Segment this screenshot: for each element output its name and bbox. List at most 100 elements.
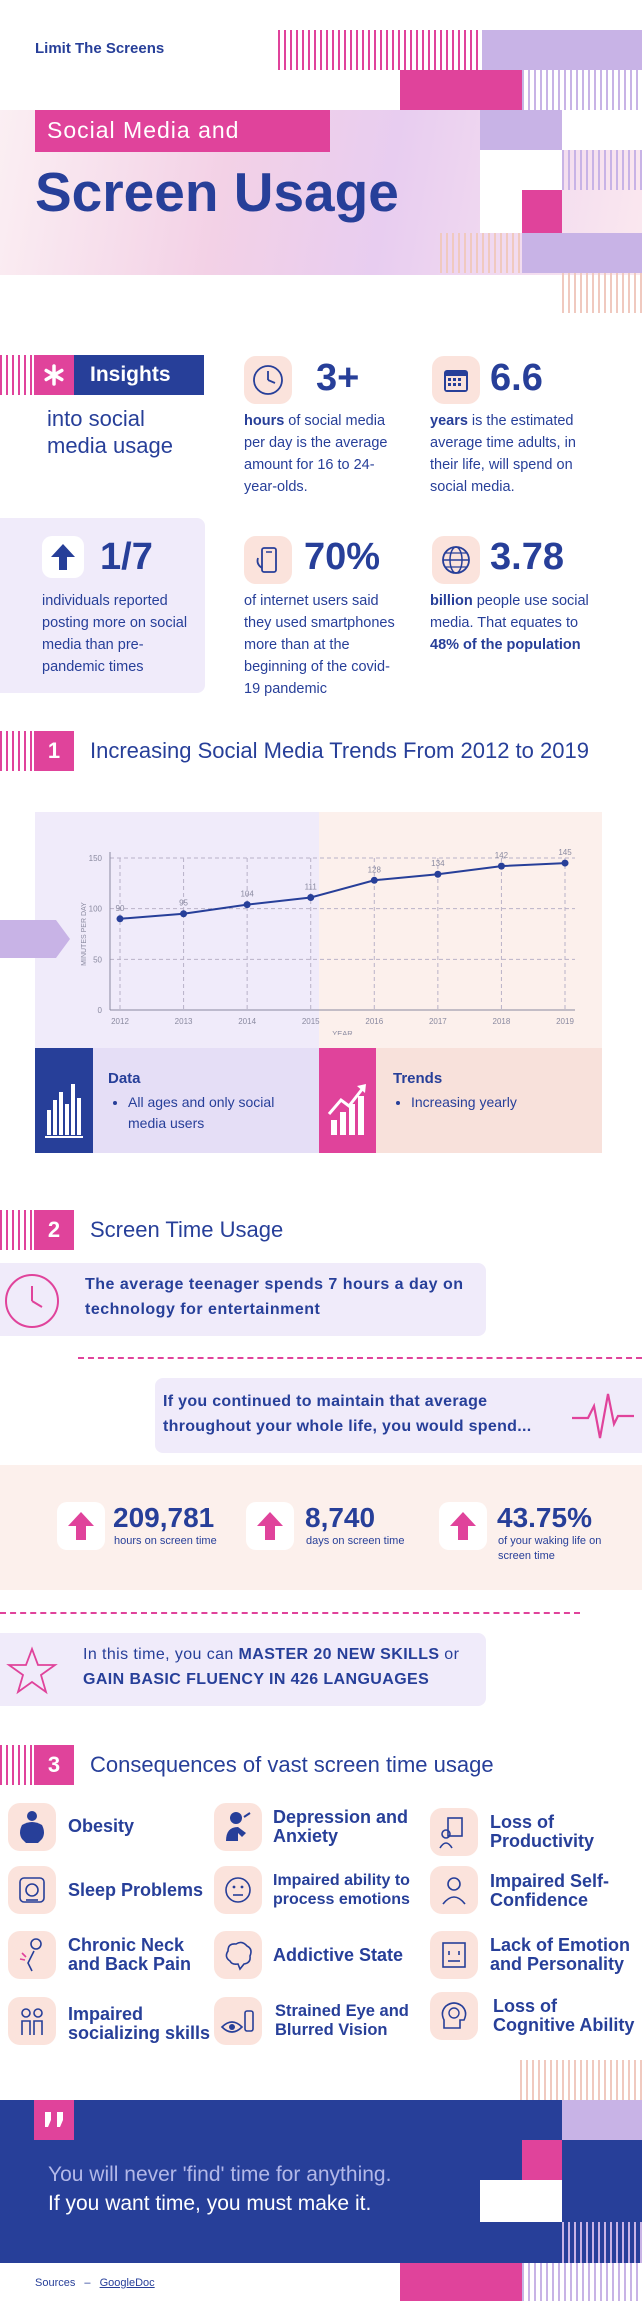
data-card-list: All ages and only social media users (128, 1092, 308, 1134)
stat-desc-text: is the estimated average time adults, in… (430, 413, 576, 495)
section-number: 1 (34, 731, 74, 771)
insights-stripes (0, 355, 34, 395)
section-title: Increasing Social Media Trends From 2012… (90, 738, 589, 763)
quote-line-1: You will never 'find' time for anything. (48, 2163, 392, 2186)
consequence-label: Impaired socializing skills (68, 2004, 211, 2043)
cognitive-icon (441, 2002, 467, 2029)
stat-icon-box (42, 536, 84, 578)
sources-text: Sources (35, 2277, 76, 2289)
deco-block (522, 233, 642, 273)
deco-stripes (562, 273, 642, 313)
consequence-label: Depression and Anxiety (273, 1807, 409, 1846)
deco-stripes (520, 2060, 642, 2100)
eye-icon (220, 2010, 254, 2033)
stat-value: 70% (304, 536, 381, 578)
brain-icon (225, 1941, 252, 1971)
clock-outline-icon (5, 1274, 59, 1328)
consequence-icon-box (430, 1808, 478, 1856)
insights-subtitle: into social media usage (47, 406, 173, 458)
deco-block (400, 2263, 522, 2301)
master-card (0, 1633, 486, 1706)
x-tick-label: 2014 (238, 1017, 256, 1026)
deco-block (480, 110, 562, 150)
trends-card-icon-box (319, 1048, 376, 1153)
star-icon (6, 1646, 58, 1695)
stat-desc-bold: hours (244, 413, 285, 429)
deco-block (562, 110, 642, 150)
page-title: Screen Usage (35, 161, 399, 223)
x-tick-label: 2012 (111, 1017, 129, 1026)
data-card-title: Data (108, 1070, 141, 1087)
sources-link[interactable]: GoogleDoc (99, 2277, 155, 2289)
data-label: 145 (558, 848, 572, 857)
master-bold: MASTER 20 NEW SKILLS (238, 1646, 440, 1663)
arrow-up-icon (51, 544, 75, 570)
deco-block (480, 190, 522, 233)
chart-bg-left (35, 812, 319, 1048)
consequence-icon-box (430, 1931, 478, 1979)
data-label: 128 (368, 865, 382, 874)
x-tick-label: 2018 (493, 1017, 511, 1026)
stat-desc-bold: 48% of the population (430, 637, 581, 653)
consequence-label: Addictive State (273, 1945, 404, 1965)
data-point (243, 901, 251, 909)
neck-pain-icon (19, 1938, 42, 1972)
insights-label: Insights (90, 363, 171, 386)
productivity-icon (439, 1817, 463, 1849)
section-stripes (0, 1745, 34, 1785)
deco-block (562, 2100, 642, 2140)
globe-icon (442, 546, 470, 574)
insights-icon-box (34, 355, 74, 395)
consequence-label: Lack of Emotion and Personality (490, 1935, 631, 1974)
data-point (307, 894, 315, 902)
consequence-icon-box (8, 1997, 56, 2045)
chart-bg-right (319, 812, 602, 1048)
stat-icon-box (57, 1502, 105, 1550)
consequence-icon-box (8, 1931, 56, 1979)
trends-card-list: Increasing yearly (411, 1092, 591, 1113)
callout-card (0, 1263, 486, 1336)
data-point (370, 876, 378, 884)
stat-value: 3+ (316, 357, 360, 399)
data-card-icon-box (35, 1048, 93, 1153)
callout-text: If you continued to maintain that averag… (163, 1393, 532, 1435)
consequence-label: Strained Eye and Blurred Vision (275, 2002, 409, 2039)
arrow-up-icon (450, 1512, 476, 1540)
deco-block (482, 30, 642, 70)
obesity-icon (20, 1811, 44, 1843)
consequence-icon-box (430, 1992, 478, 2040)
stat-label: days on screen time (306, 1535, 405, 1547)
master-prefix: In this time, you can (83, 1646, 239, 1663)
deco-block (522, 2140, 562, 2180)
y-tick-label: 150 (89, 854, 103, 863)
consequence-label: Impaired ability to process emotions (273, 1872, 410, 1908)
consequence-label: Obesity (68, 1816, 135, 1836)
data-label: 111 (305, 883, 318, 892)
stat-desc: years is the estimated average time adul… (430, 410, 590, 498)
y-tick-label: 0 (98, 1006, 103, 1015)
x-axis-label: YEAR (332, 1029, 353, 1035)
consequence-icon-box (430, 1866, 478, 1914)
callout-card (155, 1378, 642, 1453)
socializing-icon (21, 2008, 43, 2035)
dashed-divider (0, 1612, 580, 1614)
stat-desc-text: of social media per day is the average a… (244, 413, 388, 495)
sources-label: Sources – GoogleDoc (35, 2277, 155, 2289)
deco-block (400, 70, 522, 110)
bar-chart-icon (45, 1084, 83, 1138)
consequence-icon-box (8, 1803, 56, 1851)
consequence-icon-box (214, 1866, 262, 1914)
quote-icon (45, 2112, 63, 2127)
consequence-icon-box (214, 1931, 262, 1979)
consequence-label: Chronic Neck and Back Pain (68, 1935, 192, 1974)
stat-icon-box (432, 356, 480, 404)
dashed-divider (78, 1357, 642, 1359)
stat-value: 209,781 (113, 1502, 215, 1533)
self-confidence-icon (442, 1877, 466, 1905)
quote-line-2: If you want time, you must make it. (48, 2192, 372, 2215)
stat-desc-bold: billion (430, 593, 473, 609)
stat-label: hours on screen time (114, 1535, 217, 1547)
asterisk-icon (44, 364, 64, 386)
data-point (180, 910, 188, 918)
consequence-icon-box (8, 1866, 56, 1914)
